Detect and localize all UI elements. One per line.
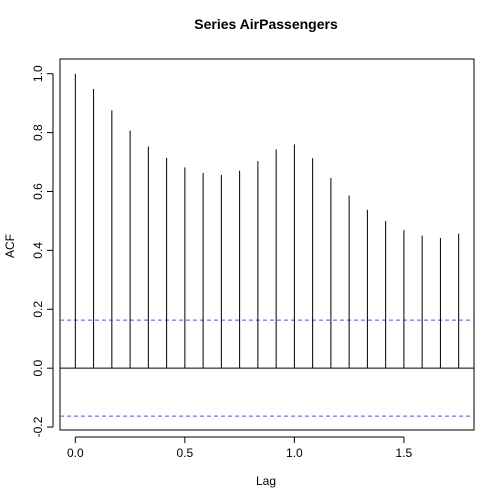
y-tick-label: -0.2 bbox=[31, 416, 45, 437]
y-tick-label: 0.0 bbox=[31, 360, 45, 377]
x-tick-label: 1.0 bbox=[286, 446, 303, 460]
x-tick-label: 0.5 bbox=[177, 446, 194, 460]
x-axis-label: Lag bbox=[256, 474, 276, 488]
x-tick-label: 0.0 bbox=[67, 446, 84, 460]
y-tick-label: 0.6 bbox=[31, 183, 45, 200]
y-tick-label: 0.8 bbox=[31, 124, 45, 141]
chart-title: Series AirPassengers bbox=[194, 16, 338, 32]
y-tick-label: 1.0 bbox=[31, 65, 45, 82]
plot-frame bbox=[59, 58, 475, 431]
confidence-limit-lines bbox=[60, 319, 474, 417]
y-axis-label: ACF bbox=[3, 234, 17, 258]
x-tick-label: 1.5 bbox=[396, 446, 413, 460]
y-tick-label: 0.2 bbox=[31, 301, 45, 318]
y-tick-label: 0.4 bbox=[31, 242, 45, 259]
acf-spikes bbox=[74, 73, 460, 369]
x-axis: 0.0 0.5 1.0 1.5 bbox=[67, 436, 413, 460]
y-axis: -0.2 0.0 0.2 0.4 0.6 0.8 1.0 bbox=[31, 65, 54, 437]
